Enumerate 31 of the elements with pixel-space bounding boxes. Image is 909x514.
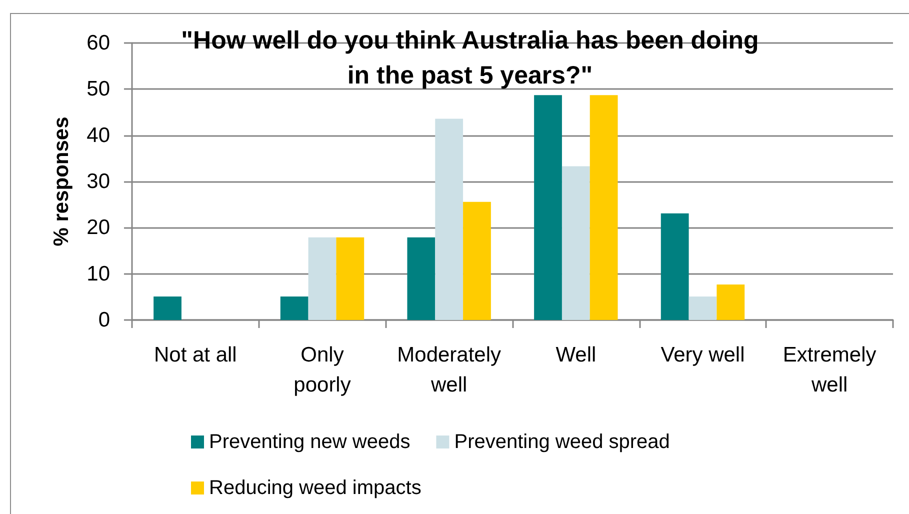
bar <box>308 237 336 320</box>
x-tick-label: Moderately well <box>397 344 502 396</box>
bar <box>590 95 618 320</box>
y-tick-label: 20 <box>86 216 110 240</box>
legend-label: Preventing weed spread <box>454 431 670 453</box>
legend-label: Reducing weed impacts <box>209 477 422 499</box>
x-tick-label: Well <box>556 344 596 366</box>
bar <box>280 296 308 320</box>
y-tick-label: 10 <box>86 262 110 286</box>
y-tick-label: 30 <box>86 170 110 193</box>
chart-title: "How well do you think Australia has been doing in the past 5 years?" <box>181 26 759 90</box>
y-tick-label: 60 <box>86 32 110 54</box>
bar <box>336 237 364 320</box>
bar <box>688 296 717 320</box>
y-tick-label: 40 <box>86 124 110 147</box>
x-tick-label: Not at all <box>154 344 237 366</box>
bar <box>716 284 745 320</box>
y-axis-title: % responses <box>50 116 73 246</box>
y-tick-label: 0 <box>98 308 110 332</box>
bar <box>534 95 562 320</box>
bar <box>435 118 464 320</box>
y-tick-label: 50 <box>86 78 110 101</box>
bar <box>154 296 182 320</box>
x-tick-label: Only poorly <box>294 344 352 396</box>
bar <box>463 202 491 320</box>
legend-label: Preventing new weeds <box>209 431 410 453</box>
x-tick-label: Extremely well <box>782 344 877 396</box>
bar <box>407 237 436 320</box>
bar <box>660 213 689 320</box>
x-tick-label: Very well <box>660 344 745 366</box>
bar <box>562 166 590 320</box>
